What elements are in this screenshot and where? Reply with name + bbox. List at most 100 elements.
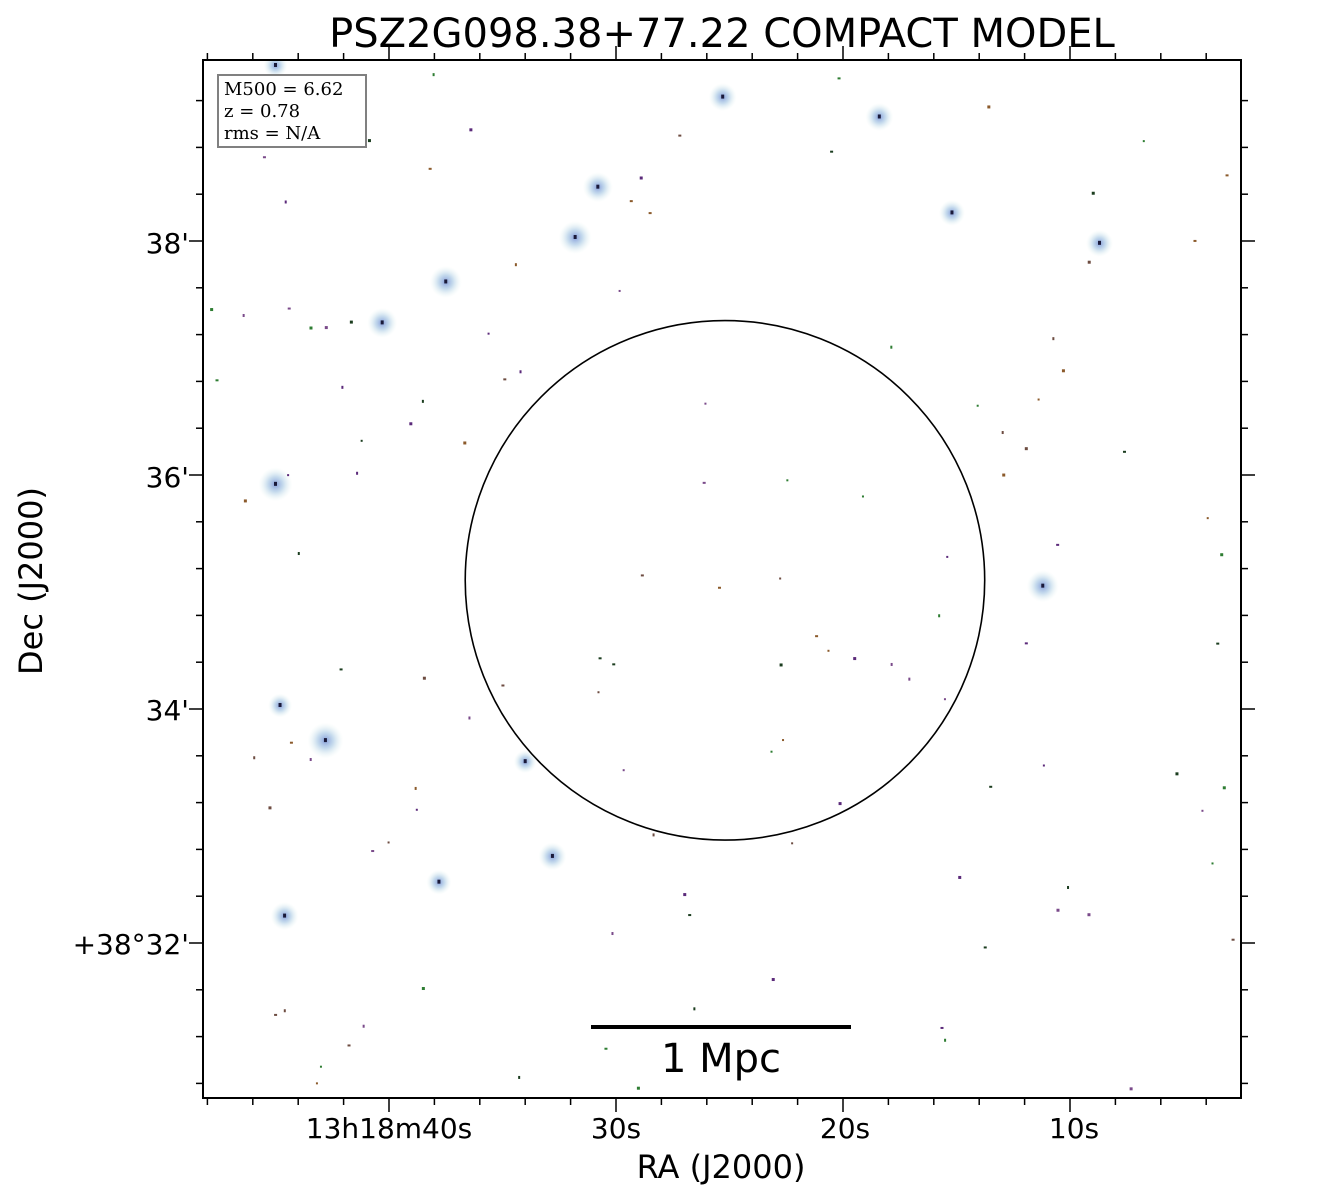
noise-pixel <box>890 662 893 666</box>
noise-pixel <box>253 756 256 760</box>
noise-pixel <box>371 850 375 853</box>
chart-title: PSZ2G098.38+77.22 COMPACT MODEL <box>329 11 1115 57</box>
compact-source-core-17 <box>523 759 527 764</box>
noise-pixel <box>360 439 363 442</box>
noise-pixel <box>356 471 359 475</box>
noise-pixel <box>1002 473 1006 477</box>
noise-pixel <box>771 978 775 982</box>
noise-pixel <box>622 769 625 772</box>
noise-pixel <box>324 326 328 330</box>
noise-pixel <box>786 479 789 482</box>
noise-pixel <box>1231 938 1235 941</box>
noise-pixel <box>315 1082 318 1085</box>
noise-pixel <box>1142 140 1145 143</box>
noise-pixel <box>1056 543 1060 546</box>
noise-pixel <box>597 691 600 694</box>
noise-pixel <box>958 875 962 879</box>
compact-source-core-4 <box>573 234 577 239</box>
y-tick-label-38: 38' <box>146 227 189 260</box>
noise-pixel <box>362 1024 365 1028</box>
noise-pixel <box>827 649 830 652</box>
noise-pixel <box>861 495 864 498</box>
noise-pixel <box>770 750 773 753</box>
noise-pixel <box>409 422 413 426</box>
noise-pixel <box>683 893 687 897</box>
noise-pixel <box>704 402 707 405</box>
x-tick-label-20s: 20s <box>820 1112 870 1145</box>
noise-pixel <box>1056 908 1060 912</box>
noise-pixel <box>347 1044 351 1047</box>
noise-pixel <box>503 378 507 381</box>
info-m500: M500 = 6.62 <box>224 79 344 100</box>
noise-pixel <box>611 932 614 936</box>
noise-pixel <box>791 842 794 845</box>
x-tick-label-10s: 10s <box>1049 1112 1099 1145</box>
compact-source-core-14 <box>550 853 554 858</box>
compact-source-16 <box>263 60 288 78</box>
noise-pixel <box>598 657 602 660</box>
noise-pixel <box>1211 862 1214 865</box>
noise-pixel <box>1122 450 1126 453</box>
noise-pixel <box>262 156 266 159</box>
plot-frame <box>202 59 1242 1099</box>
noise-pixel <box>519 370 522 374</box>
noise-pixel <box>268 806 272 810</box>
noise-pixel <box>428 167 432 170</box>
noise-pixel <box>339 668 343 671</box>
noise-pixel <box>1216 642 1220 645</box>
noise-pixel <box>501 684 505 687</box>
noise-pixel <box>274 1013 278 1016</box>
noise-pixel <box>815 635 819 638</box>
noise-pixel <box>837 77 841 80</box>
noise-pixel <box>779 577 782 580</box>
info-rms: rms = N/A <box>224 123 321 144</box>
noise-pixel <box>1042 764 1045 767</box>
y-tick-label-32: +38°32' <box>73 928 189 961</box>
noise-pixel <box>629 200 633 203</box>
noise-pixel <box>648 212 652 215</box>
noise-pixel <box>283 1009 286 1013</box>
noise-pixel <box>518 1075 521 1079</box>
noise-pixel <box>1220 553 1224 557</box>
noise-pixel <box>514 263 517 267</box>
noise-pixel <box>1037 398 1040 401</box>
noise-pixel <box>678 134 682 137</box>
x-axis-label: RA (J2000) <box>637 1148 806 1186</box>
noise-pixel <box>309 758 312 762</box>
noise-pixel <box>287 307 291 310</box>
noise-pixel <box>1001 431 1004 435</box>
noise-pixel <box>215 379 219 382</box>
compact-source-core-6 <box>721 94 725 99</box>
noise-pixel <box>421 987 425 991</box>
noise-pixels-layer <box>210 73 1235 1091</box>
x-tick-label-30s: 30s <box>591 1112 641 1145</box>
compact-source-core-0 <box>274 481 277 486</box>
noise-pixel <box>983 946 987 949</box>
compact-source-11 <box>1255 295 1280 320</box>
noise-pixel <box>612 663 616 666</box>
noise-pixel <box>415 808 418 811</box>
noise-pixel <box>210 308 214 312</box>
noise-pixel <box>1052 337 1055 341</box>
noise-pixel <box>1087 260 1091 264</box>
noise-pixel <box>946 555 949 558</box>
noise-pixel <box>432 73 435 77</box>
noise-pixel <box>1024 447 1028 451</box>
compact-source-core-9 <box>1041 583 1045 588</box>
noise-pixel <box>908 677 911 681</box>
noise-pixel <box>349 320 353 324</box>
noise-pixel <box>636 1086 640 1090</box>
noise-pixel <box>604 1047 608 1050</box>
noise-pixel <box>938 614 941 618</box>
noise-pixel <box>289 741 293 744</box>
noise-pixel <box>652 833 655 837</box>
compact-source-core-10 <box>1098 240 1102 245</box>
noise-pixel <box>421 399 424 403</box>
noise-pixel <box>1061 369 1065 373</box>
noise-pixel <box>830 150 834 153</box>
noise-pixel <box>702 481 706 484</box>
compact-source-core-15 <box>437 879 441 884</box>
noise-pixel <box>693 1007 696 1011</box>
noise-pixel <box>688 914 692 917</box>
compact-source-core-7 <box>877 114 881 119</box>
